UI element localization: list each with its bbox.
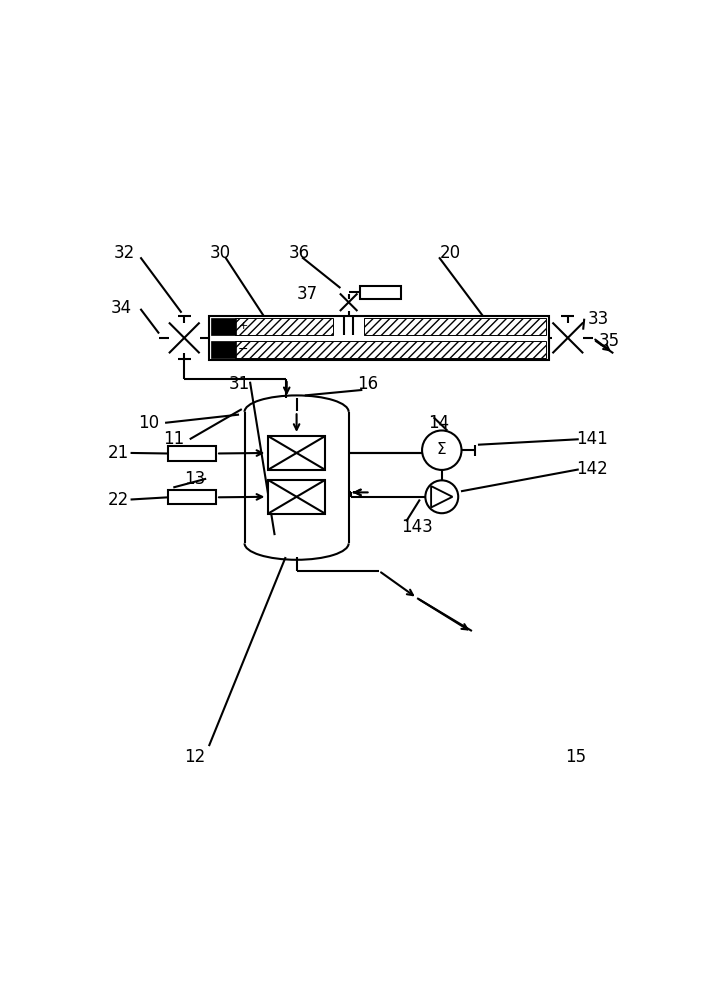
Text: 142: 142 [577,460,608,478]
Bar [211,341,235,358]
Text: 34: 34 [111,299,132,317]
Text: 21: 21 [108,444,129,462]
Bar [235,341,547,358]
Text: 35: 35 [598,332,619,350]
Text: 33: 33 [588,310,609,328]
Text: 20: 20 [440,244,460,262]
Circle shape [422,430,462,470]
Text: 36: 36 [288,244,310,262]
Text: 15: 15 [566,748,587,766]
Text: 31: 31 [228,375,250,393]
Bar [268,436,325,470]
Bar [209,316,549,360]
Text: 32: 32 [113,244,134,262]
Circle shape [426,480,458,513]
Text: 37: 37 [297,285,318,303]
Bar [168,490,216,504]
Bar [168,446,216,461]
Bar [360,286,401,299]
Text: 143: 143 [402,518,433,536]
Text: 11: 11 [163,430,184,448]
Text: 12: 12 [185,748,206,766]
Text: 16: 16 [357,375,378,393]
Text: 13: 13 [185,470,206,488]
Text: Σ: Σ [437,442,447,457]
Text: 22: 22 [108,491,129,509]
Text: −: − [238,343,249,356]
Text: 10: 10 [138,414,159,432]
Bar [235,318,333,335]
Text: 14: 14 [428,414,450,432]
Text: 30: 30 [209,244,230,262]
Bar [268,480,325,514]
Bar [364,318,547,335]
Bar [211,318,235,335]
Text: +: + [239,321,248,331]
Text: 141: 141 [577,430,608,448]
